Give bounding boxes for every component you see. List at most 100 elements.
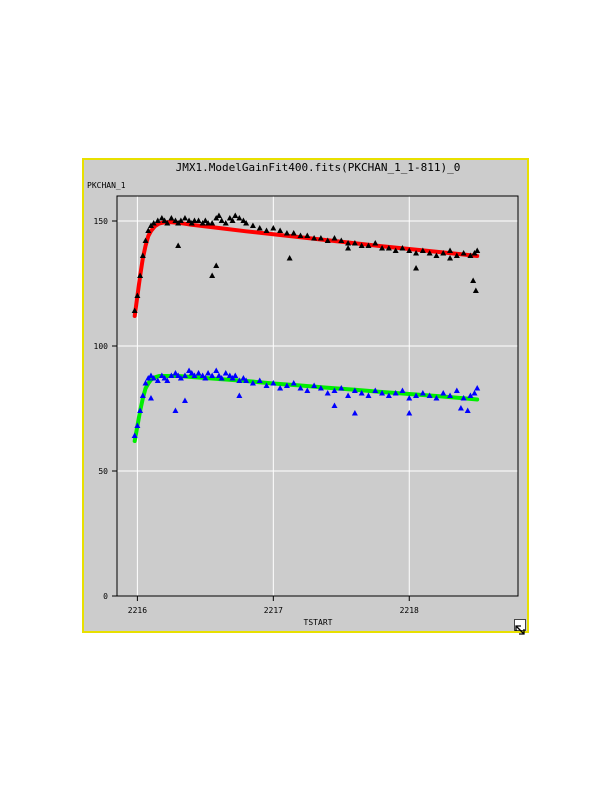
data-point: [472, 287, 479, 293]
data-point: [218, 375, 225, 381]
data-point: [181, 397, 188, 403]
data-point: [226, 372, 233, 378]
data-point: [385, 245, 392, 251]
data-point: [232, 372, 239, 378]
data-point: [457, 405, 464, 411]
data-point: [142, 237, 149, 243]
data-point: [222, 220, 229, 226]
data-point: [365, 392, 372, 398]
data-point: [331, 402, 338, 408]
data-point: [186, 217, 193, 223]
data-point: [324, 390, 331, 396]
data-point: [277, 227, 284, 233]
x-tick-label: 2217: [264, 606, 283, 615]
data-point: [168, 215, 175, 221]
fit-curve-3: [132, 374, 480, 443]
data-point: [447, 255, 454, 261]
data-point: [317, 385, 324, 391]
data-point: [351, 387, 358, 393]
data-point: [147, 395, 154, 401]
data-point: [283, 382, 290, 388]
grid-lines: [117, 196, 518, 596]
data-point: [154, 217, 161, 223]
x-axis-label: TSTART: [304, 618, 333, 627]
data-point: [215, 372, 222, 378]
data-point: [232, 212, 239, 218]
data-point: [172, 370, 179, 376]
data-point: [243, 377, 250, 383]
data-point: [137, 407, 144, 413]
y-tick-label: 0: [103, 592, 108, 601]
data-point: [202, 217, 209, 223]
data-point: [413, 265, 420, 271]
data-point: [236, 377, 243, 383]
data-point: [243, 220, 250, 226]
data-point: [311, 235, 318, 241]
data-point: [433, 252, 440, 258]
data-point: [345, 245, 352, 251]
y-tick-label: 100: [94, 342, 109, 351]
data-point: [464, 407, 471, 413]
data-point: [426, 392, 433, 398]
data-point: [131, 432, 138, 438]
data-point: [413, 250, 420, 256]
data-point: [191, 217, 198, 223]
data-point: [440, 390, 447, 396]
data-point: [453, 252, 460, 258]
data-point: [226, 215, 233, 221]
data-point: [365, 242, 372, 248]
data-point: [199, 372, 206, 378]
data-point: [150, 375, 157, 381]
data-point: [240, 375, 247, 381]
data-point: [440, 250, 447, 256]
data-point: [358, 242, 365, 248]
data-point: [134, 292, 141, 298]
data-point: [311, 382, 318, 388]
data-point: [297, 232, 304, 238]
data-point: [290, 230, 297, 236]
data-point: [467, 252, 474, 258]
data-point: [270, 380, 277, 386]
plot-area: [116, 195, 519, 597]
data-point: [447, 247, 454, 253]
data-point: [181, 372, 188, 378]
data-point: [161, 217, 168, 223]
data-point: [263, 227, 270, 233]
data-point: [345, 392, 352, 398]
data-point: [215, 212, 222, 218]
data-point: [406, 395, 413, 401]
data-point: [399, 245, 406, 251]
data-point: [164, 220, 171, 226]
data-point: [419, 247, 426, 253]
axis-ticks: 2216 2217 2218 0 50 100 150: [94, 217, 420, 615]
data-point: [270, 225, 277, 231]
data-point: [304, 387, 311, 393]
resize-arrow-icon[interactable]: [514, 619, 526, 635]
data-point: [399, 387, 406, 393]
data-point: [379, 245, 386, 251]
data-point: [474, 385, 481, 391]
data-point: [385, 392, 392, 398]
data-point: [161, 375, 168, 381]
data-point: [145, 227, 152, 233]
data-point: [139, 252, 146, 258]
data-point: [229, 217, 236, 223]
data-point: [209, 220, 216, 226]
data-point: [205, 220, 212, 226]
data-point: [175, 372, 182, 378]
data-point: [406, 410, 413, 416]
data-point: [392, 390, 399, 396]
data-point: [195, 370, 202, 376]
data-point: [236, 215, 243, 221]
data-point: [419, 390, 426, 396]
data-point: [172, 407, 179, 413]
data-point: [172, 217, 179, 223]
data-point: [256, 225, 263, 231]
chart-title: JMX1.ModelGainFit400.fits(PKCHAN_1_1-811…: [176, 161, 461, 174]
data-point: [209, 272, 216, 278]
data-point: [236, 392, 243, 398]
data-point: [433, 395, 440, 401]
x-tick-label: 2218: [400, 606, 419, 615]
data-point: [177, 217, 184, 223]
data-point: [372, 240, 379, 246]
